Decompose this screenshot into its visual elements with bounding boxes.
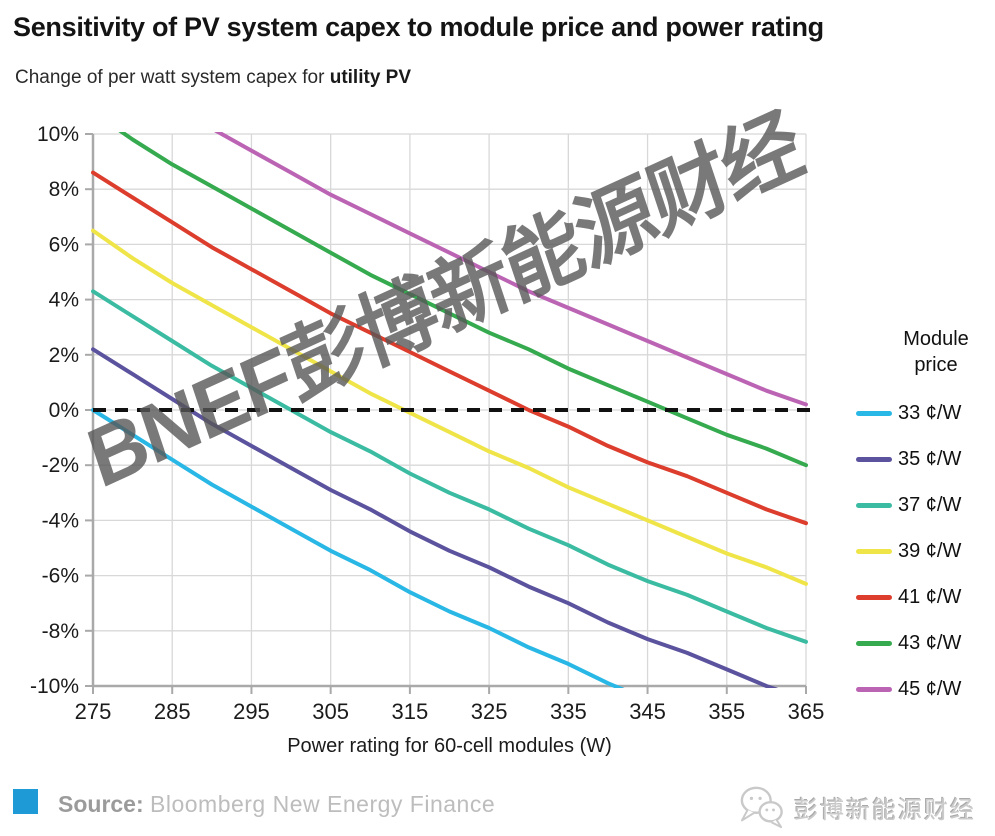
- legend-item-33-W: 33 ¢/W: [856, 390, 995, 436]
- y-tick-label: -8%: [42, 620, 79, 643]
- legend-label: 33 ¢/W: [898, 401, 962, 424]
- y-tick-label: 8%: [49, 178, 79, 201]
- chart-subtitle-emphasis: utility PV: [329, 67, 412, 88]
- x-tick-label: 305: [312, 699, 349, 724]
- wechat-account: 彭博新能源财经: [738, 784, 976, 830]
- chart-subtitle: Change of per watt system capex for util…: [15, 67, 411, 89]
- page-title: Sensitivity of PV system capex to module…: [13, 12, 824, 42]
- legend-item-43-W: 43 ¢/W: [856, 620, 995, 666]
- legend-swatch: [856, 410, 892, 416]
- series-line-37-W: [91, 289, 808, 644]
- legend-items: 33 ¢/W 35 ¢/W 37 ¢/W 39 ¢/W 41 ¢/W 43 ¢/W 45 ¢…: [856, 390, 995, 712]
- legend-label: 43 ¢/W: [898, 631, 962, 654]
- x-tick-label: 365: [788, 699, 825, 724]
- legend-label: 39 ¢/W: [898, 539, 962, 562]
- legend: Module price 33 ¢/W 35 ¢/W 37 ¢/W 39 ¢/W 41 …: [856, 326, 995, 712]
- legend-label: 37 ¢/W: [898, 493, 962, 516]
- legend-swatch: [856, 640, 892, 646]
- legend-item-41-W: 41 ¢/W: [856, 574, 995, 620]
- source-accent-square: [13, 789, 38, 814]
- series-line-41-W: [91, 170, 808, 526]
- source-label: Source:: [58, 791, 144, 817]
- legend-swatch: [856, 502, 892, 508]
- x-tick-label: 345: [629, 699, 666, 724]
- wechat-account-name: 彭博新能源财经: [794, 796, 976, 824]
- x-tick-label: 325: [471, 699, 508, 724]
- y-tick-label: 0%: [49, 399, 79, 422]
- legend-title-line2: price: [914, 354, 958, 376]
- legend-label: 45 ¢/W: [898, 677, 962, 700]
- series-line-39-W: [91, 228, 808, 586]
- x-tick-label: 315: [392, 699, 429, 724]
- y-tick-label: -6%: [42, 565, 79, 588]
- legend-item-35-W: 35 ¢/W: [856, 436, 995, 482]
- chart-subtitle-prefix: Change of per watt system capex for: [15, 67, 330, 88]
- y-tick-label: 10%: [37, 123, 79, 146]
- y-tick-label: 4%: [49, 289, 79, 312]
- y-tick-label: -10%: [30, 675, 79, 698]
- x-tick-label: 335: [550, 699, 587, 724]
- legend-item-39-W: 39 ¢/W: [856, 528, 995, 574]
- series-line-33-W: [91, 408, 625, 688]
- legend-item-45-W: 45 ¢/W: [856, 666, 995, 712]
- series-line-43-W: [118, 132, 808, 468]
- legend-swatch: [856, 686, 892, 692]
- x-tick-label: 355: [708, 699, 745, 724]
- series-line-35-W: [91, 347, 779, 688]
- legend-title-line1: Module: [903, 328, 969, 350]
- x-tick-label: 275: [75, 699, 112, 724]
- y-tick-label: 6%: [49, 233, 79, 256]
- legend-item-37-W: 37 ¢/W: [856, 482, 995, 528]
- y-tick-label: -2%: [42, 454, 79, 477]
- source-value: Bloomberg New Energy Finance: [150, 791, 496, 817]
- y-tick-label: -4%: [42, 509, 79, 532]
- legend-title: Module price: [856, 326, 995, 378]
- x-axis-title: Power rating for 60-cell modules (W): [287, 735, 612, 757]
- series-line-45-W: [213, 132, 808, 407]
- wechat-icon: [740, 786, 783, 829]
- x-tick-label: 295: [233, 699, 270, 724]
- x-tick-label: 285: [154, 699, 191, 724]
- legend-label: 35 ¢/W: [898, 447, 962, 470]
- legend-swatch: [856, 594, 892, 600]
- legend-swatch: [856, 456, 892, 462]
- legend-label: 41 ¢/W: [898, 585, 962, 608]
- y-tick-label: 2%: [49, 344, 79, 367]
- legend-swatch: [856, 548, 892, 554]
